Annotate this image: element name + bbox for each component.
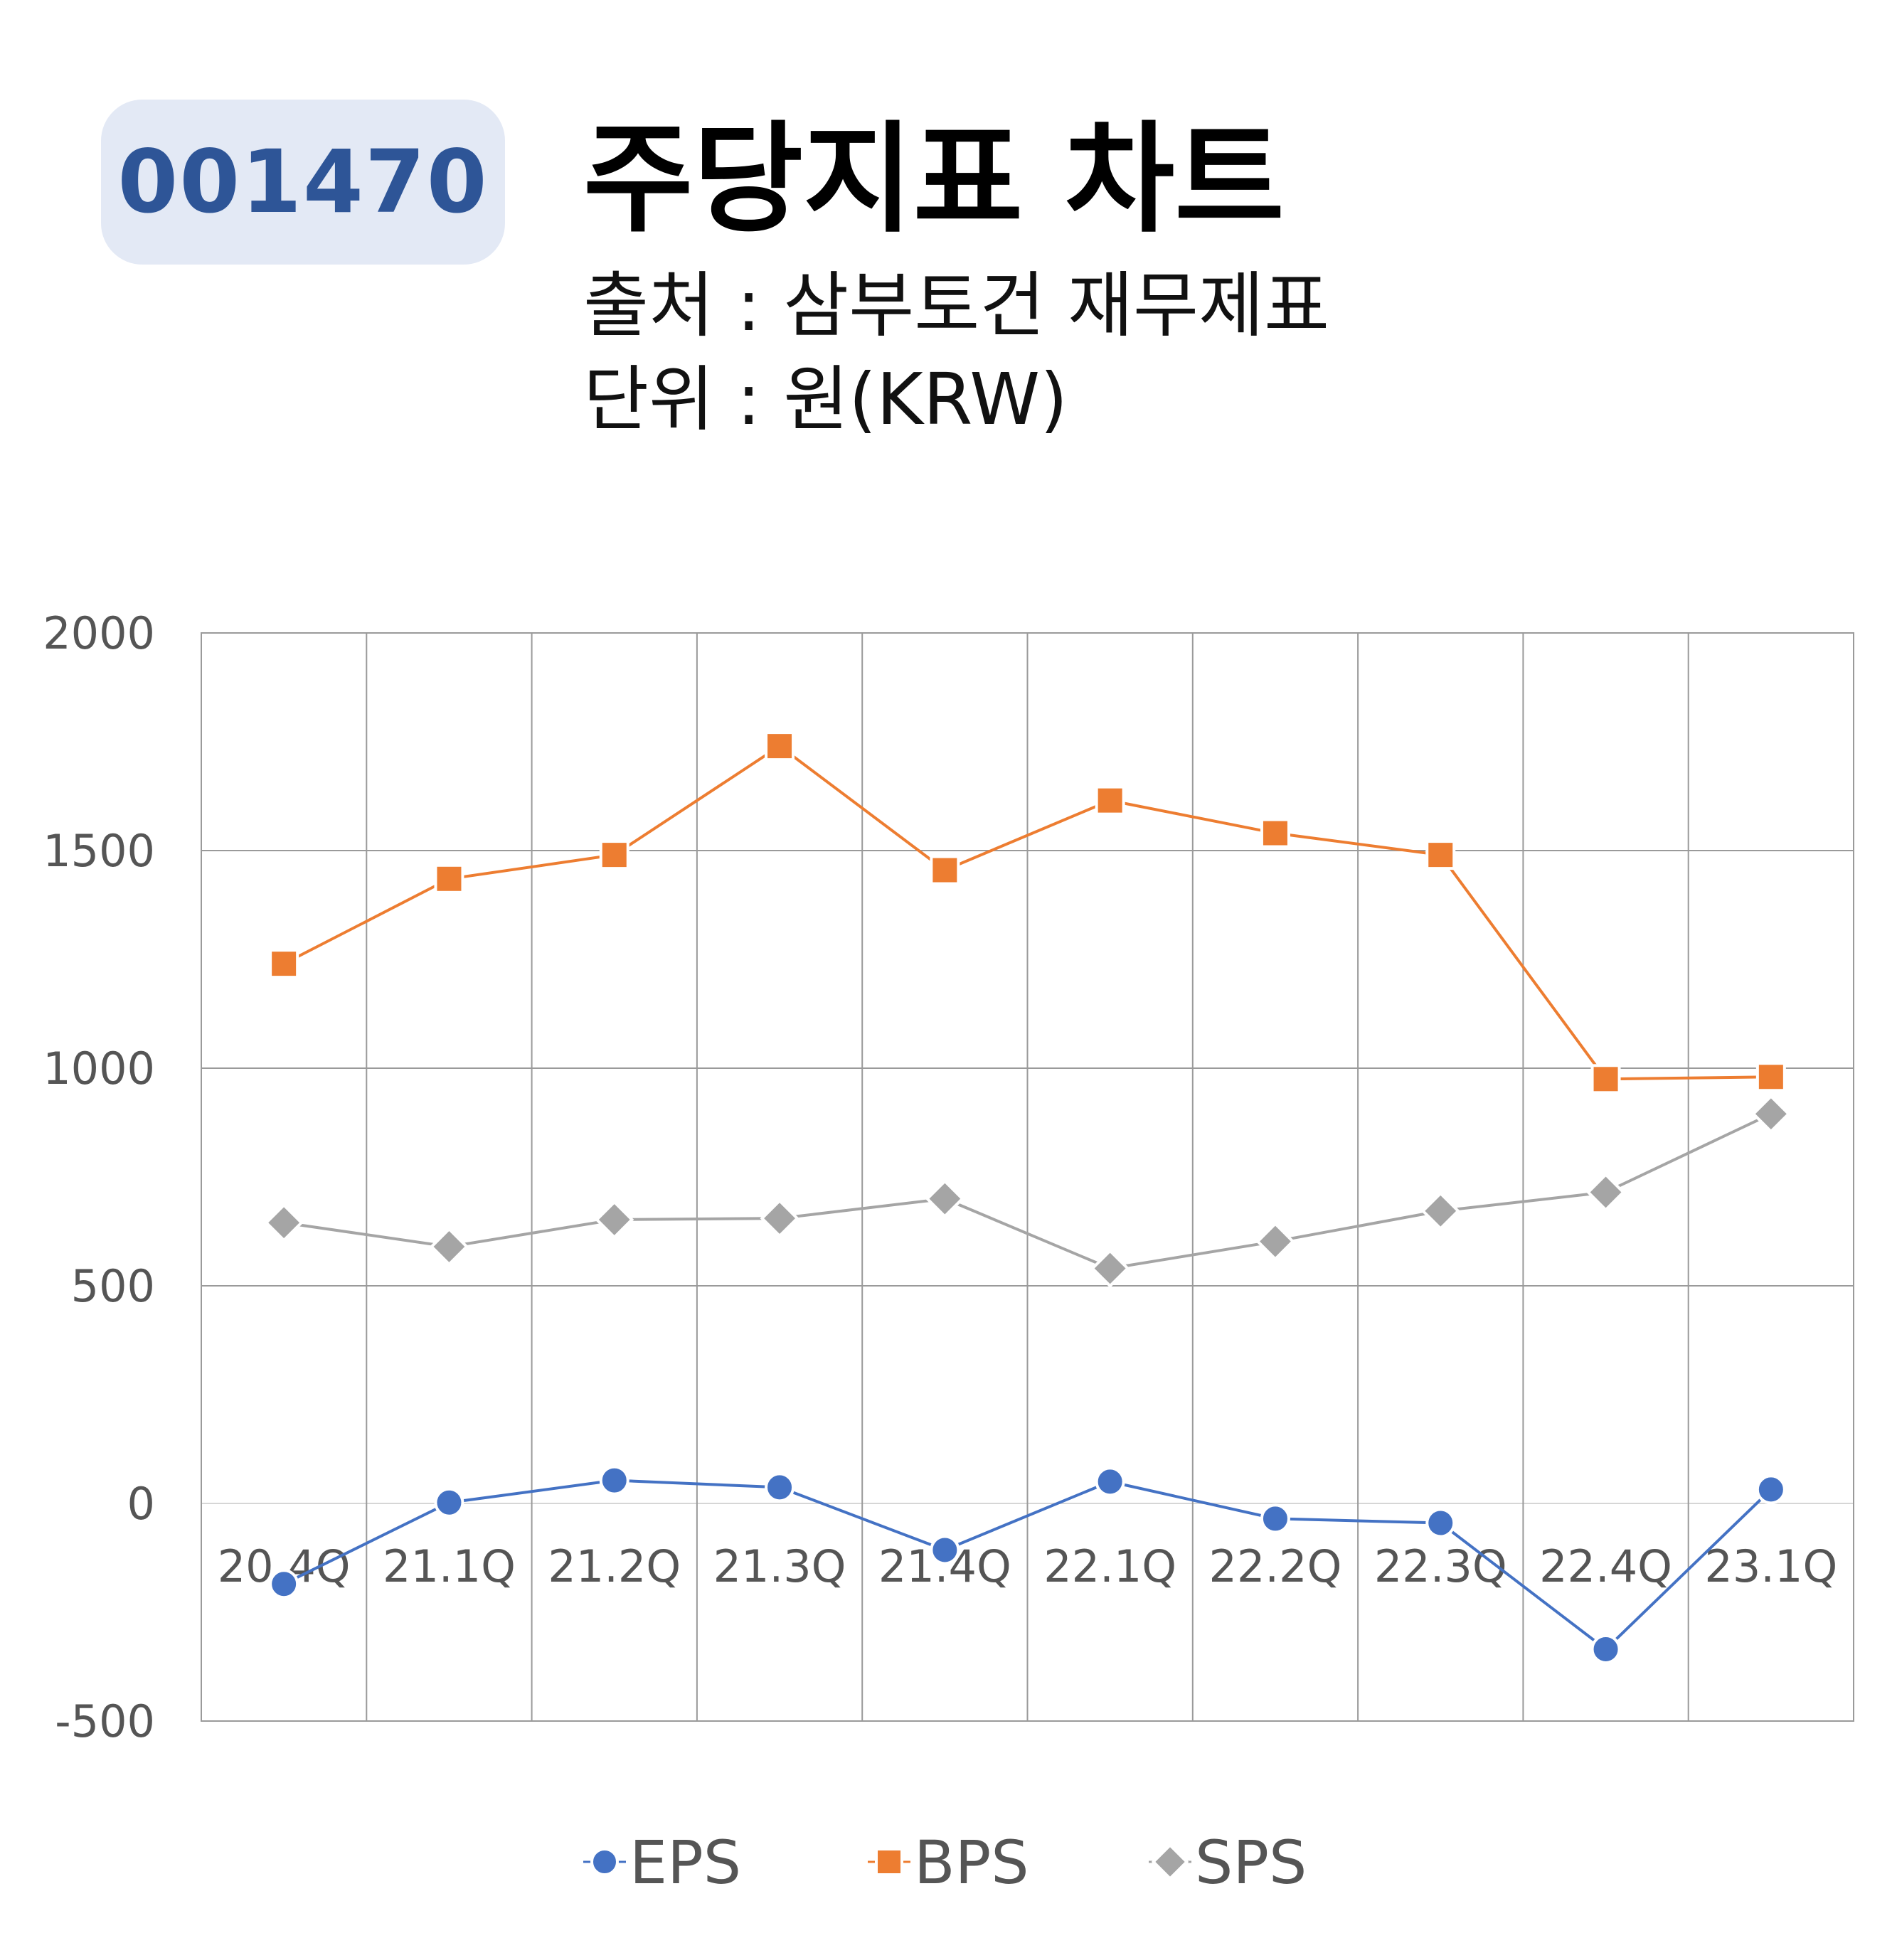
data-point <box>930 855 960 885</box>
data-point <box>1425 1508 1456 1538</box>
data-point <box>1425 840 1456 870</box>
legend-marker <box>1151 1843 1189 1881</box>
data-point <box>1586 1172 1626 1212</box>
data-point <box>269 1569 299 1599</box>
legend: EPS BPS SPS <box>583 1828 1307 1897</box>
data-point <box>1095 1466 1125 1497</box>
y-tick-label: 2000 <box>43 607 155 659</box>
legend-item-eps: EPS <box>583 1828 741 1897</box>
unit-text: 단위 : 원(KRW) <box>583 358 1068 441</box>
data-point <box>1755 1474 1786 1505</box>
data-point <box>1260 818 1290 848</box>
grid <box>201 632 1854 1722</box>
x-tick-label: 22.2Q <box>1209 1540 1342 1592</box>
x-axis-ticks: 20.4Q 21.1Q 21.2Q 21.3Q 21.4Q 22.1Q 22.2Q 22.3Q… <box>218 1540 1838 1592</box>
data-point <box>1755 1062 1786 1092</box>
legend-item-bps: BPS <box>868 1828 1029 1897</box>
series-sps <box>264 1094 1791 1289</box>
data-point <box>1090 1248 1130 1289</box>
x-tick-label: 22.1Q <box>1043 1540 1176 1592</box>
legend-label: BPS <box>914 1828 1029 1897</box>
source-text: 출처 : 삼부토건 재무제표 <box>583 264 1330 347</box>
stock-code: 001470 <box>117 132 489 233</box>
data-point <box>930 1535 960 1565</box>
series-bps <box>269 731 1786 1094</box>
data-point <box>599 1465 629 1496</box>
data-point <box>925 1179 965 1219</box>
data-point <box>269 949 299 979</box>
stock-code-badge: 001470 <box>101 100 505 265</box>
data-point <box>1590 1064 1621 1094</box>
data-point <box>760 1198 799 1238</box>
y-tick-label: -500 <box>55 1695 155 1747</box>
data-point <box>595 1200 634 1240</box>
x-tick-label: 23.1Q <box>1704 1540 1837 1592</box>
data-point <box>1255 1222 1295 1262</box>
data-point <box>429 1227 469 1267</box>
x-tick-label: 21.1Q <box>383 1540 516 1592</box>
series-line <box>283 1479 1773 1651</box>
legend-label: EPS <box>629 1828 741 1897</box>
series-eps <box>269 1465 1786 1665</box>
chart-title: 주당지표 차트 <box>583 110 1285 249</box>
legend-marker <box>590 1848 619 1876</box>
y-tick-label: 1500 <box>43 825 155 877</box>
legend-marker <box>875 1848 903 1876</box>
data-point <box>599 840 629 870</box>
data-point <box>1420 1191 1460 1231</box>
y-tick-label: 0 <box>127 1478 155 1530</box>
y-tick-label: 1000 <box>43 1043 155 1094</box>
data-point <box>434 1487 464 1518</box>
data-point <box>264 1203 304 1242</box>
legend-label: SPS <box>1195 1828 1307 1897</box>
x-tick-label: 21.3Q <box>713 1540 846 1592</box>
data-point <box>434 863 464 894</box>
series-line <box>283 1112 1772 1270</box>
y-tick-label: 500 <box>71 1260 155 1312</box>
legend-item-sps: SPS <box>1149 1828 1307 1897</box>
data-point <box>765 1472 795 1503</box>
x-tick-label: 21.2Q <box>548 1540 681 1592</box>
x-tick-label: 22.3Q <box>1374 1540 1507 1592</box>
x-tick-label: 22.4Q <box>1539 1540 1672 1592</box>
data-point <box>1751 1094 1791 1134</box>
y-axis-ticks: 2000 1500 1000 500 0 -500 <box>43 607 155 1747</box>
data-point <box>1095 785 1125 816</box>
data-point <box>1260 1503 1290 1534</box>
series <box>264 731 1791 1665</box>
data-point <box>1590 1634 1621 1665</box>
series-line <box>283 744 1771 1081</box>
data-point <box>765 731 795 762</box>
